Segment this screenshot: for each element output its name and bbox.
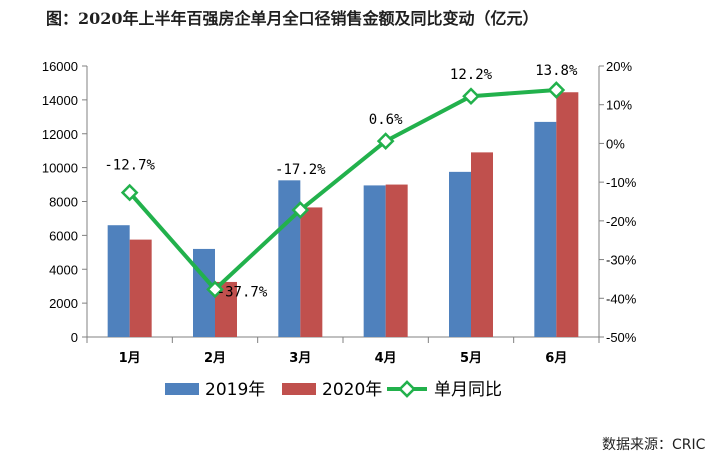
yoy-data-label: 0.6%: [369, 112, 403, 128]
bar-2019: [278, 180, 301, 337]
bar-2019: [107, 225, 130, 337]
x-tick-label: 1月: [119, 351, 141, 366]
data-labels: -12.7% -37.7% -17.2% 0.6% 12.2% 13.8%: [104, 63, 578, 300]
x-axis: 1月 2月 3月 4月 5月 6月: [86, 336, 600, 366]
yoy-data-label: -17.2%: [275, 162, 326, 178]
bar-2019: [363, 185, 386, 337]
left-tick-label: 8000: [49, 195, 78, 210]
right-tick-label: -50%: [606, 330, 637, 345]
bars: [107, 92, 579, 337]
yoy-marker: [206, 280, 224, 299]
left-tick-label: 2000: [49, 296, 78, 311]
right-tick-label: -40%: [606, 291, 637, 306]
bar-2020: [556, 92, 579, 337]
right-tick-label: -10%: [606, 175, 637, 190]
right-tick-label: -20%: [606, 214, 637, 229]
legend: 2019年 2020年 单月同比: [165, 380, 502, 400]
bar-2020: [471, 152, 493, 337]
bar-2020: [215, 281, 237, 337]
yoy-marker: [120, 183, 139, 202]
legend-label-2019: 2019年: [205, 380, 265, 400]
yoy-data-label: 12.2%: [450, 67, 493, 83]
yoy-line-layer: [120, 81, 566, 299]
yoy-marker: [462, 87, 480, 106]
bar-2020: [129, 239, 152, 337]
right-tick-label: -30%: [606, 253, 637, 268]
yoy-line: [128, 88, 557, 292]
x-tick-label: 4月: [375, 351, 397, 366]
yoy-marker: [376, 132, 395, 150]
chart-title: 图：2020年上半年百强房企单月全口径销售金额及同比变动（亿元）: [46, 9, 539, 28]
x-tick-label: 6月: [545, 351, 567, 366]
yoy-data-label: 13.8%: [535, 63, 578, 79]
legend-label-2020: 2020年: [322, 380, 382, 400]
left-tick-label: 14000: [42, 93, 78, 108]
left-axis: 0 2000 4000 6000 8000 10000 12000 14000 16000: [42, 59, 88, 345]
source-note: 数据来源：CRIC: [602, 437, 706, 453]
x-tick-label: 3月: [289, 351, 311, 366]
legend-marker-yoy: [398, 380, 416, 398]
left-tick-label: 16000: [42, 59, 78, 74]
bar-2020: [385, 184, 408, 337]
x-tick-label: 5月: [460, 351, 482, 366]
yoy-marker: [291, 201, 310, 219]
yoy-marker: [547, 81, 566, 99]
left-tick-label: 4000: [49, 262, 78, 277]
right-axis: -50% -40% -30% -20% -10% 0% 10% 20%: [598, 59, 637, 345]
legend-swatch-2019: [165, 383, 199, 395]
x-tick-label: 2月: [204, 351, 226, 366]
left-tick-label: 12000: [42, 127, 78, 142]
left-tick-label: 6000: [49, 228, 78, 243]
bar-2020: [300, 207, 323, 337]
left-tick-label: 10000: [42, 161, 78, 176]
bar-2019: [449, 171, 471, 337]
right-tick-label: 0%: [606, 136, 625, 151]
legend-label-yoy: 单月同比: [434, 380, 502, 400]
right-tick-label: 10%: [606, 98, 632, 113]
legend-swatch-2020: [282, 383, 316, 395]
yoy-data-label: -37.7%: [217, 284, 268, 300]
bar-2019: [534, 121, 557, 337]
yoy-data-label: -12.7%: [104, 158, 155, 174]
left-tick-label: 0: [71, 330, 78, 345]
right-tick-label: 20%: [606, 59, 632, 74]
